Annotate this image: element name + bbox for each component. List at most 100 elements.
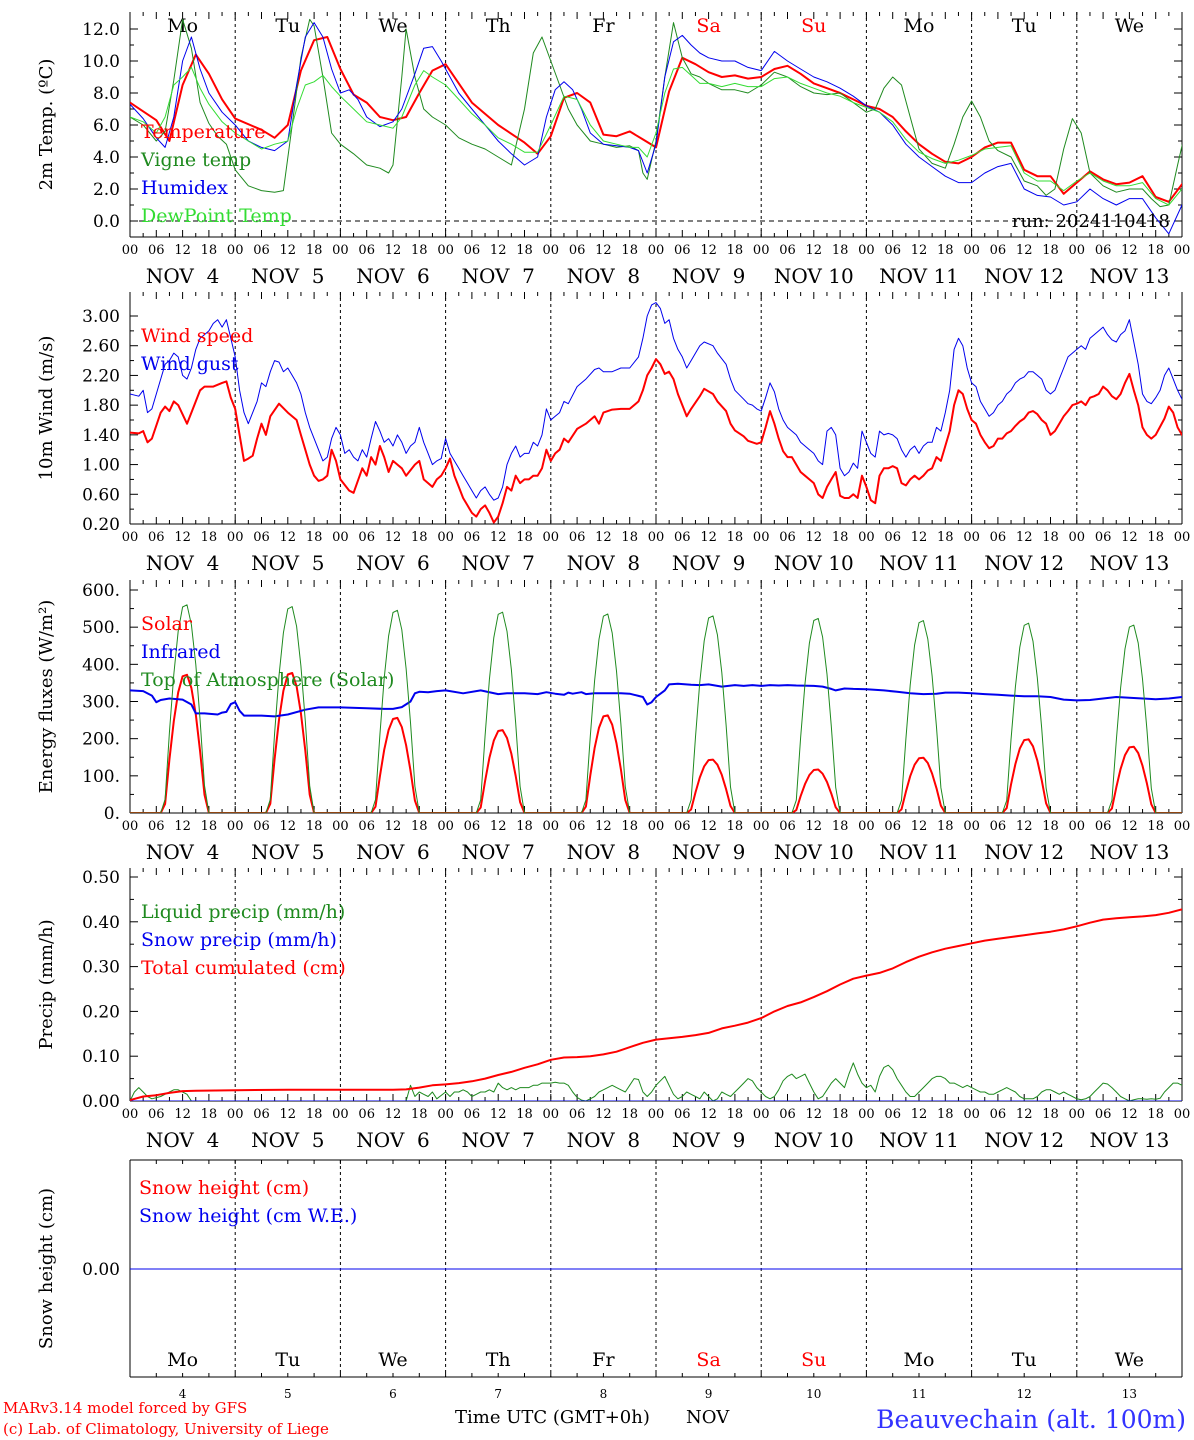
date-label: NOV 10 <box>774 840 854 864</box>
date-label: NOV 8 <box>567 1128 640 1152</box>
series-line-temperature <box>130 36 1182 203</box>
hour-tick-label: 06 <box>148 243 165 258</box>
hour-tick-label: 06 <box>358 1107 375 1122</box>
hour-tick-label: 12 <box>174 819 191 834</box>
hour-tick-label: 12 <box>806 819 823 834</box>
y-tick-label: 0. <box>104 804 120 824</box>
hour-tick-label: 18 <box>1147 530 1164 545</box>
y-tick-label: 0.0 <box>93 212 120 232</box>
legend-entry: Wind gust <box>141 353 239 375</box>
date-label: NOV 12 <box>984 1128 1064 1152</box>
y-axis-label: Precip (mm/h) <box>36 919 57 1049</box>
hour-tick-label: 12 <box>1121 243 1138 258</box>
hour-tick-label: 00 <box>437 819 454 834</box>
hour-tick-label: 12 <box>385 243 402 258</box>
hour-tick-label: 00 <box>858 243 875 258</box>
legend-entry: Liquid precip (mm/h) <box>141 901 345 923</box>
hour-tick-label: 00 <box>963 530 980 545</box>
day-name-label: Fr <box>592 1349 615 1371</box>
y-tick-label: 0.00 <box>82 1092 120 1112</box>
date-label: NOV 8 <box>567 840 640 864</box>
hour-tick-label: 18 <box>411 819 428 834</box>
hour-tick-label: 00 <box>543 819 560 834</box>
day-number-label: 12 <box>1017 1387 1032 1401</box>
hour-tick-label: 06 <box>253 1107 270 1122</box>
date-label: NOV 8 <box>567 551 640 575</box>
y-tick-label: 0.20 <box>82 515 120 535</box>
hour-tick-label: 12 <box>595 819 612 834</box>
y-tick-label: 100. <box>82 767 120 787</box>
panel-5: 0.00 Snow height (cm) Mo Tu We Th Fr Sa Su Mo Tu We… <box>36 1159 1183 1401</box>
day-number-label: 8 <box>600 1387 608 1401</box>
hour-tick-label: 06 <box>779 530 796 545</box>
model-credit: MARv3.14 model forced by GFS <box>3 1399 247 1417</box>
date-label: NOV 12 <box>984 551 1064 575</box>
hour-tick-label: 00 <box>1174 1107 1191 1122</box>
hour-tick-label: 12 <box>1016 530 1033 545</box>
date-label: NOV 10 <box>774 1128 854 1152</box>
legend-entry: DewPoint Temp <box>141 205 292 227</box>
hour-tick-label: 18 <box>621 243 638 258</box>
hour-tick-label: 12 <box>595 243 612 258</box>
hour-tick-label: 12 <box>490 530 507 545</box>
day-name-label: We <box>378 1349 407 1371</box>
day-name-label: We <box>1115 1349 1144 1371</box>
hour-tick-label: 18 <box>1042 1107 1059 1122</box>
hour-tick-label: 12 <box>385 530 402 545</box>
legend-entry: Humidex <box>141 177 228 199</box>
hour-tick-label: 00 <box>437 1107 454 1122</box>
series-group <box>130 18 1182 235</box>
series-line-humidex <box>130 22 1182 235</box>
day-number-label: 9 <box>705 1387 713 1401</box>
hour-tick-label: 06 <box>253 819 270 834</box>
hour-tick-label: 18 <box>937 243 954 258</box>
hour-tick-label: 06 <box>990 1107 1007 1122</box>
date-label: NOV 13 <box>1090 1128 1170 1152</box>
hour-tick-label: 18 <box>832 243 849 258</box>
hour-tick-label: 12 <box>700 530 717 545</box>
y-tick-label: 400. <box>82 655 120 675</box>
y-tick-label: 600. <box>82 581 120 601</box>
hour-tick-label: 18 <box>1147 1107 1164 1122</box>
hour-tick-label: 00 <box>437 530 454 545</box>
date-label: NOV 6 <box>356 840 429 864</box>
hour-tick-label: 00 <box>332 819 349 834</box>
hour-tick-label: 06 <box>779 819 796 834</box>
y-tick-label: 10.0 <box>82 52 120 72</box>
hour-tick-label: 00 <box>858 530 875 545</box>
hour-tick-label: 18 <box>306 1107 323 1122</box>
hour-tick-label: 06 <box>464 1107 481 1122</box>
hour-tick-label: 12 <box>911 1107 928 1122</box>
date-label: NOV 4 <box>146 551 219 575</box>
legend-entry: Solar <box>141 613 193 635</box>
hour-tick-label: 00 <box>963 1107 980 1122</box>
date-label: NOV 9 <box>672 264 745 288</box>
day-number-label: 13 <box>1122 1387 1137 1401</box>
y-tick-label: 4.0 <box>93 148 120 168</box>
day-name-label: We <box>378 15 407 37</box>
date-label: NOV 13 <box>1090 551 1170 575</box>
hour-tick-label: 06 <box>990 243 1007 258</box>
hour-tick-label: 18 <box>621 1107 638 1122</box>
series-line-infrared <box>130 682 1182 718</box>
day-name-label: Tu <box>275 15 300 37</box>
hour-tick-label: 00 <box>543 530 560 545</box>
hour-tick-label: 00 <box>648 819 665 834</box>
hour-tick-label: 06 <box>990 819 1007 834</box>
hour-tick-label: 06 <box>148 530 165 545</box>
date-label: NOV 9 <box>672 551 745 575</box>
day-name-label: Mo <box>904 15 935 37</box>
day-name-label: Su <box>801 15 826 37</box>
y-tick-label: 6.0 <box>93 116 120 136</box>
day-number-label: 5 <box>284 1387 292 1401</box>
y-axis-label: 10m Wind (m/s) <box>36 336 57 481</box>
series-line-top-of-atmosphere-solar- <box>130 604 1182 813</box>
panel-2: 0.20 0.60 1.00 1.40 1.80 2.20 2.60 3.00 10m Wind… <box>36 292 1190 575</box>
panel-3: 0. 100. 200. 300. 400. 500. 600. Energy fluxes … <box>36 580 1190 864</box>
hour-tick-label: 18 <box>1042 530 1059 545</box>
day-name-label: Su <box>801 1349 826 1371</box>
date-label: NOV 5 <box>251 840 324 864</box>
hour-tick-label: 18 <box>727 819 744 834</box>
hour-tick-label: 18 <box>937 1107 954 1122</box>
hour-tick-label: 12 <box>280 243 297 258</box>
